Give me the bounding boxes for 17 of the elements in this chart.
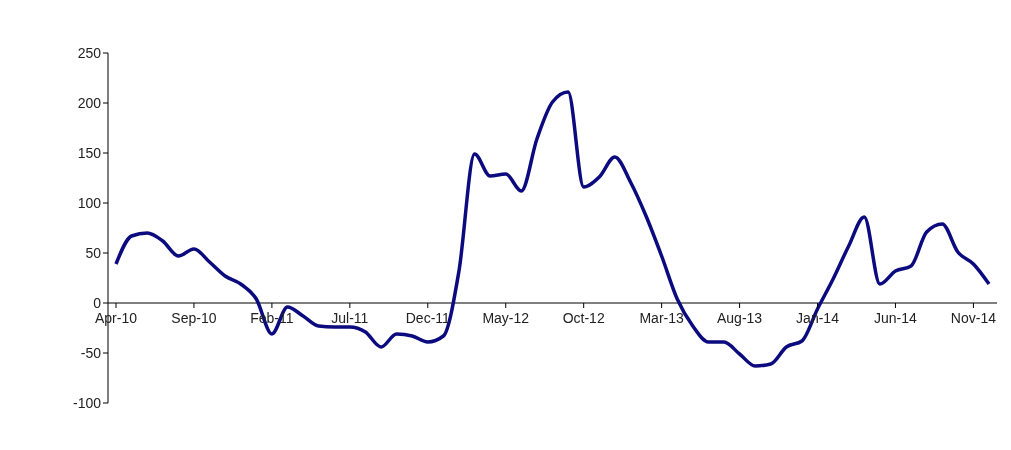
x-tick-label: Nov-14 (950, 310, 997, 326)
y-tick-label: 0 (93, 294, 102, 311)
x-tick-label: Sep-10 (171, 310, 217, 326)
x-tick-label: Aug-13 (716, 310, 763, 326)
x-tick-label: Jun-14 (874, 310, 918, 326)
x-tick-label: May-12 (482, 310, 530, 326)
x-tick-label: Jul-11 (331, 310, 369, 326)
y-tick-label: -100 (72, 394, 102, 411)
y-tick-label: 250 (77, 44, 102, 61)
x-tick-label: Mar-13 (639, 310, 684, 326)
y-tick-label: 100 (77, 194, 102, 211)
y-tick-label: 200 (77, 94, 102, 111)
y-tick-label: 50 (85, 244, 102, 261)
x-tick-label: Dec-11 (405, 310, 451, 326)
y-tick-label: 150 (77, 144, 102, 161)
y-tick-label: -50 (80, 344, 102, 361)
x-tick-label: Oct-12 (562, 310, 605, 326)
